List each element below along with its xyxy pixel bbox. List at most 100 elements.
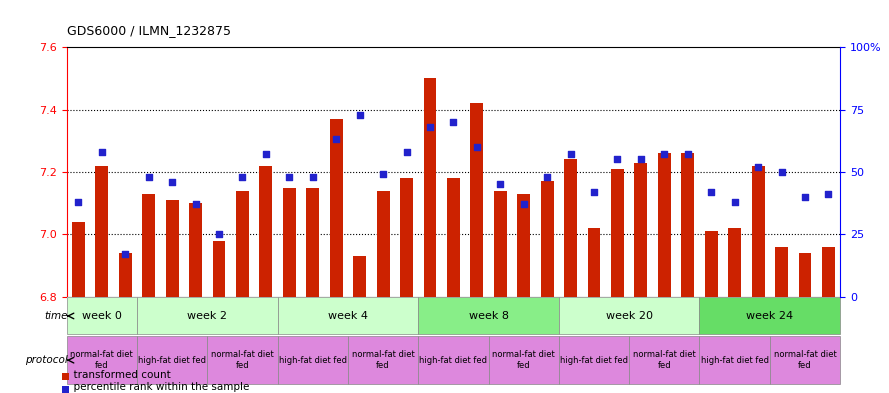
Point bbox=[212, 231, 226, 237]
Text: normal-fat diet
fed: normal-fat diet fed bbox=[633, 351, 696, 370]
Point bbox=[236, 174, 250, 180]
Bar bbox=[277, 336, 348, 384]
Text: week 2: week 2 bbox=[188, 311, 228, 321]
Bar bbox=[353, 256, 366, 297]
Text: GDS6000 / ILMN_1232875: GDS6000 / ILMN_1232875 bbox=[67, 24, 230, 37]
Text: transformed count: transformed count bbox=[67, 370, 171, 380]
Bar bbox=[565, 160, 577, 297]
Bar bbox=[559, 298, 700, 334]
Bar bbox=[658, 153, 671, 297]
Bar bbox=[822, 247, 835, 297]
Point bbox=[704, 189, 718, 195]
Bar bbox=[307, 187, 319, 297]
Bar bbox=[588, 228, 600, 297]
Bar bbox=[423, 78, 436, 297]
Bar bbox=[470, 103, 484, 297]
Bar bbox=[700, 298, 840, 334]
Bar bbox=[635, 163, 647, 297]
Point bbox=[95, 149, 109, 155]
Text: high-fat diet fed: high-fat diet fed bbox=[420, 356, 487, 365]
Point bbox=[306, 174, 320, 180]
Bar bbox=[189, 203, 202, 297]
Point bbox=[493, 181, 508, 187]
Text: high-fat diet fed: high-fat diet fed bbox=[279, 356, 347, 365]
Bar bbox=[283, 187, 296, 297]
Bar bbox=[377, 191, 389, 297]
Bar bbox=[770, 336, 840, 384]
Point bbox=[751, 164, 765, 170]
Bar bbox=[72, 222, 84, 297]
Text: time: time bbox=[44, 311, 68, 321]
Bar bbox=[629, 336, 700, 384]
Bar bbox=[489, 336, 559, 384]
Text: normal-fat diet
fed: normal-fat diet fed bbox=[70, 351, 133, 370]
Bar bbox=[67, 298, 137, 334]
Bar bbox=[400, 178, 413, 297]
Bar bbox=[541, 181, 554, 297]
Point bbox=[540, 174, 554, 180]
Point bbox=[165, 179, 180, 185]
Bar bbox=[611, 169, 624, 297]
Bar bbox=[705, 231, 717, 297]
Bar bbox=[260, 166, 272, 297]
Bar bbox=[798, 253, 812, 297]
Point bbox=[329, 136, 343, 143]
Bar bbox=[137, 336, 207, 384]
Bar bbox=[681, 153, 694, 297]
Point bbox=[797, 194, 812, 200]
Point bbox=[376, 171, 390, 178]
Bar bbox=[67, 336, 137, 384]
Point bbox=[188, 201, 203, 208]
Text: normal-fat diet
fed: normal-fat diet fed bbox=[352, 351, 414, 370]
Bar bbox=[277, 298, 418, 334]
Bar bbox=[517, 194, 530, 297]
Text: percentile rank within the sample: percentile rank within the sample bbox=[67, 382, 249, 392]
Point bbox=[446, 119, 461, 125]
Text: high-fat diet fed: high-fat diet fed bbox=[560, 356, 628, 365]
Point bbox=[681, 151, 695, 158]
Bar bbox=[95, 166, 108, 297]
Point bbox=[423, 124, 437, 130]
Text: protocol: protocol bbox=[25, 355, 68, 365]
Point bbox=[774, 169, 789, 175]
Text: week 4: week 4 bbox=[328, 311, 368, 321]
Bar bbox=[165, 200, 179, 297]
Point bbox=[282, 174, 296, 180]
Bar bbox=[728, 228, 741, 297]
Text: normal-fat diet
fed: normal-fat diet fed bbox=[773, 351, 837, 370]
Point bbox=[634, 156, 648, 163]
Point bbox=[353, 111, 367, 118]
Bar bbox=[559, 336, 629, 384]
Text: high-fat diet fed: high-fat diet fed bbox=[701, 356, 769, 365]
Bar bbox=[493, 191, 507, 297]
Point bbox=[71, 199, 85, 205]
Point bbox=[517, 201, 531, 208]
Bar bbox=[330, 119, 342, 297]
Bar bbox=[348, 336, 418, 384]
Text: normal-fat diet
fed: normal-fat diet fed bbox=[211, 351, 274, 370]
Bar bbox=[142, 194, 156, 297]
Text: high-fat diet fed: high-fat diet fed bbox=[138, 356, 206, 365]
Point bbox=[469, 144, 484, 150]
Bar bbox=[751, 166, 765, 297]
Point bbox=[587, 189, 601, 195]
Point bbox=[727, 199, 741, 205]
Bar bbox=[447, 178, 460, 297]
Text: week 0: week 0 bbox=[82, 311, 122, 321]
Text: normal-fat diet
fed: normal-fat diet fed bbox=[493, 351, 555, 370]
Text: week 24: week 24 bbox=[746, 311, 793, 321]
Point bbox=[564, 151, 578, 158]
Text: week 8: week 8 bbox=[469, 311, 509, 321]
Bar bbox=[775, 247, 788, 297]
Bar bbox=[236, 191, 249, 297]
Bar bbox=[137, 298, 277, 334]
Point bbox=[118, 251, 132, 257]
Bar bbox=[418, 298, 559, 334]
Point bbox=[141, 174, 156, 180]
Point bbox=[821, 191, 836, 198]
Point bbox=[611, 156, 625, 163]
Point bbox=[259, 151, 273, 158]
Bar bbox=[700, 336, 770, 384]
Bar bbox=[212, 241, 226, 297]
Point bbox=[657, 151, 671, 158]
